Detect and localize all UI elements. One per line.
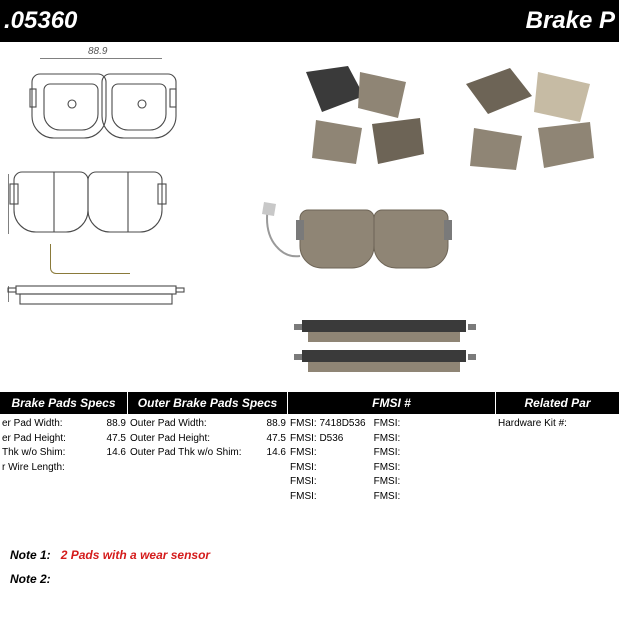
spec-value: 14.6 <box>267 447 286 460</box>
fmsi-row: FMSI: <box>374 491 401 504</box>
spec-row: r Wire Length: <box>2 462 126 475</box>
spec-row: Outer Pad Width: 88.9 <box>130 418 286 431</box>
spec-label: Thk w/o Shim: <box>2 447 65 460</box>
spec-label: r Wire Length: <box>2 462 65 475</box>
fmsi-row: FMSI: 7418D536 <box>290 418 366 431</box>
fmsi-row: FMSI: <box>374 433 401 446</box>
fmsi-row: FMSI: <box>290 462 366 475</box>
col-header-inner: Brake Pads Specs <box>0 392 128 414</box>
spec-label: Outer Pad Height: <box>130 433 210 446</box>
col-fmsi: FMSI: 7418D536FMSI: D536FMSI: FMSI: FMSI… <box>288 414 496 507</box>
spec-row: Outer Pad Height: 47.5 <box>130 433 286 446</box>
col-header-related: Related Par <box>496 392 619 414</box>
note-2: Note 2: <box>10 572 57 586</box>
spec-value: 88.9 <box>107 418 126 431</box>
pad-edge-outline <box>0 280 200 335</box>
col-header-outer: Outer Brake Pads Specs <box>128 392 288 414</box>
fmsi-row: FMSI: <box>290 447 366 460</box>
header-bar: .05360 Brake P <box>0 0 619 42</box>
fmsi-row: FMSI: <box>290 476 366 489</box>
col-inner: er Pad Width:88.9er Pad Height:47.5Thk w… <box>0 414 128 507</box>
pad-front-outline <box>18 54 188 164</box>
spec-label: er Pad Width: <box>2 418 63 431</box>
diagram-side-view: 47.5 <box>0 162 200 257</box>
fmsi-row: FMSI: <box>374 418 401 431</box>
pad-side-outline <box>0 162 200 257</box>
header-title: Brake P <box>526 7 615 35</box>
fmsi-row: FMSI: <box>374 476 401 489</box>
col-header-fmsi: FMSI # <box>288 392 496 414</box>
images-area: 88.9 47.5 <box>0 42 619 392</box>
diagram-edge-view: 14.6 <box>0 280 200 335</box>
fmsi-row: FMSI: <box>290 491 366 504</box>
spec-row: er Pad Height: 47.5 <box>2 433 126 446</box>
photo-set-left <box>296 64 446 174</box>
col-related: Hardware Kit #: <box>496 414 619 507</box>
note-1: Note 1: 2 Pads with a wear sensor <box>10 548 210 562</box>
note-2-label: Note 2: <box>10 572 51 586</box>
spec-label: Outer Pad Width: <box>130 418 207 431</box>
note-1-text: 2 Pads with a wear sensor <box>61 548 210 562</box>
specs-header-row: Brake Pads Specs Outer Brake Pads Specs … <box>0 392 619 414</box>
photo-pair-center <box>262 202 462 312</box>
spec-row: Outer Pad Thk w/o Shim: 14.6 <box>130 447 286 460</box>
specs-body: er Pad Width:88.9er Pad Height:47.5Thk w… <box>0 414 619 507</box>
spec-label: Hardware Kit #: <box>498 418 567 431</box>
diagram-front-view: 88.9 <box>18 54 188 164</box>
col-outer: Outer Pad Width: 88.9 Outer Pad Height: 47.… <box>128 414 288 507</box>
specs-section: Brake Pads Specs Outer Brake Pads Specs … <box>0 392 619 507</box>
photo-edge-stack <box>292 314 492 384</box>
spec-label: er Pad Height: <box>2 433 66 446</box>
photo-set-right <box>460 62 619 177</box>
part-number: .05360 <box>4 7 77 35</box>
spec-value: 88.9 <box>267 418 286 431</box>
spec-value: 47.5 <box>107 433 126 446</box>
fmsi-row: FMSI: <box>374 447 401 460</box>
spec-row: er Pad Width: 88.9 <box>2 418 126 431</box>
clip-wire <box>50 244 130 274</box>
spec-label: Outer Pad Thk w/o Shim: <box>130 447 242 460</box>
fmsi-row: FMSI: D536 <box>290 433 366 446</box>
note-1-label: Note 1: <box>10 548 51 562</box>
spec-value: 47.5 <box>267 433 286 446</box>
spec-row: Thk w/o Shim: 14.6 <box>2 447 126 460</box>
fmsi-row: FMSI: <box>374 462 401 475</box>
spec-value: 14.6 <box>107 447 126 460</box>
spec-row: Hardware Kit #: <box>498 418 617 431</box>
